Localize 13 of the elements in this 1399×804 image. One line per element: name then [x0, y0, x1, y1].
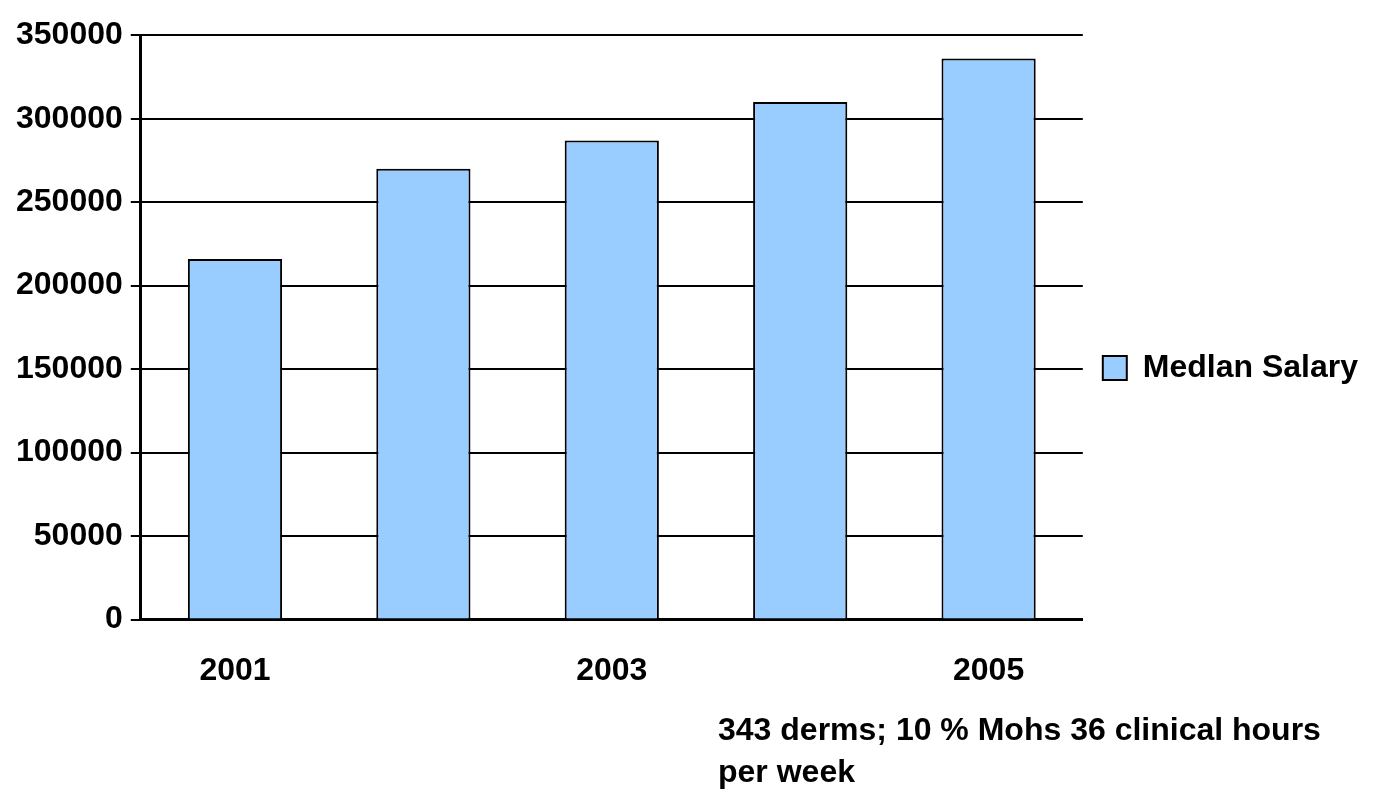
y-tick-label: 50000: [33, 515, 123, 552]
y-tick-label: 200000: [16, 265, 123, 302]
x-tick-label: 2003: [576, 650, 648, 687]
y-tick-label: 350000: [16, 15, 123, 52]
y-tick-label: 300000: [16, 98, 123, 135]
y-tick-label: 150000: [16, 348, 123, 385]
y-tick-label: 0: [104, 599, 123, 636]
x-tick-label: 2005: [953, 650, 1025, 687]
text: 343 derms; 10 % Mohs 36 clinical hours per week: [718, 710, 1322, 791]
legend-label: Medlan Salary: [1142, 347, 1359, 384]
y-tick-label: 100000: [16, 432, 123, 469]
y-tick-label: 250000: [16, 182, 123, 218]
x-tick-label: 2001: [199, 650, 271, 687]
